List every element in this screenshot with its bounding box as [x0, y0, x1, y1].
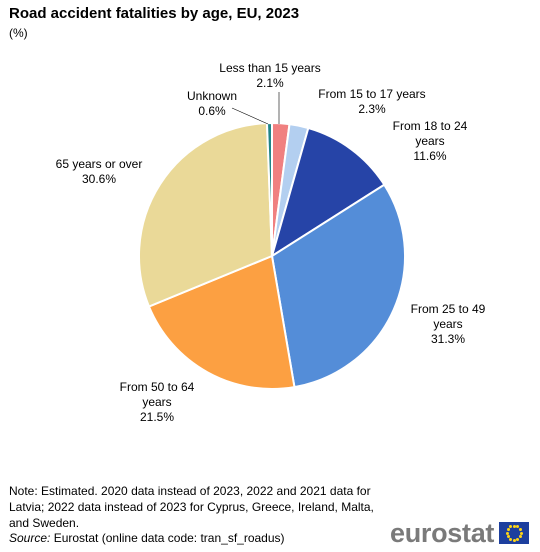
slice-label-from-50-to-64-years: From 50 to 64 years 21.5%: [120, 380, 195, 424]
slice-label-unknown: Unknown 0.6%: [187, 89, 237, 118]
eurostat-logo: eurostat: [390, 517, 530, 549]
flag-star: [506, 528, 510, 531]
flag-star: [505, 531, 509, 535]
flag-star: [519, 531, 523, 535]
leader-line-unknown: [231, 107, 269, 125]
pie-slice-from-18-to-24-years: [270, 126, 386, 259]
source-text: Eurostat (online data code: tran_sf_road…: [53, 531, 285, 545]
slice-label-65-years-or-over: 65 years or over 30.6%: [56, 157, 143, 186]
chart-title: Road accident fatalities by age, EU, 202…: [9, 5, 300, 22]
flag-star: [506, 535, 510, 538]
chart-source: Source: Eurostat (online data code: tran…: [9, 531, 285, 545]
logo-text: eurostat: [390, 518, 495, 548]
flag-star: [512, 524, 516, 528]
flag-star: [509, 537, 513, 541]
flag-star: [518, 528, 522, 531]
slice-label-from-25-to-49-years: From 25 to 49 years 31.3%: [411, 302, 486, 346]
slice-label-from-18-to-24-years: From 18 to 24 years 11.6%: [393, 119, 468, 163]
flag-star: [516, 525, 520, 529]
pie-chart: Less than 15 years 2.1%From 15 to 17 year…: [56, 61, 486, 424]
source-label: Source:: [9, 531, 51, 545]
pie-slice-from-50-to-64-years: [147, 254, 296, 390]
flag-star: [512, 538, 516, 542]
slice-label-less-than-15-years: Less than 15 years 2.1%: [219, 61, 320, 90]
flag-star: [518, 535, 522, 538]
chart-note: Note: Estimated. 2020 data instead of 20…: [9, 484, 374, 530]
flag-star: [509, 525, 513, 529]
slice-label-from-15-to-17-years: From 15 to 17 years 2.3%: [318, 87, 425, 116]
pie-slice-from-25-to-49-years: [270, 183, 406, 389]
pie-slice-65-years-or-over: [138, 122, 274, 308]
pie-slice-unknown: [265, 121, 273, 257]
chart-subtitle: (%): [9, 26, 28, 40]
eu-flag-icon: [499, 522, 530, 544]
flag-star: [516, 537, 520, 541]
